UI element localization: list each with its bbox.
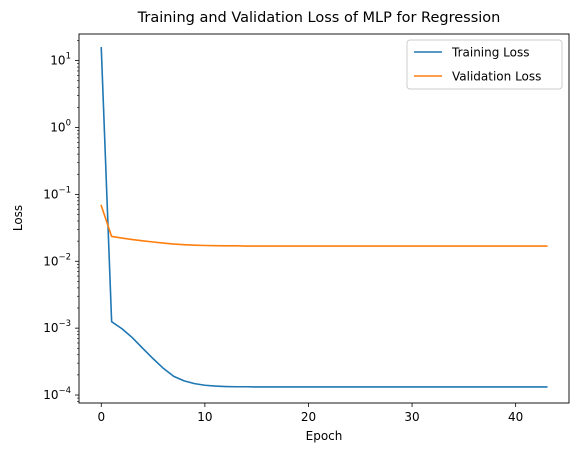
series-layer [100, 47, 548, 388]
y-tick-label: 100 [50, 118, 71, 134]
x-tick-label: 0 [97, 410, 105, 424]
legend-label-training: Training Loss [451, 46, 529, 60]
legend-label-validation: Validation Loss [452, 70, 541, 84]
legend: Training Loss Validation Loss [406, 39, 563, 90]
y-tick-label: 10−1 [43, 185, 71, 201]
x-tick-label: 10 [197, 410, 212, 424]
plot-frame [78, 33, 570, 404]
series-line-training [100, 47, 548, 388]
x-tick-label: 40 [508, 410, 523, 424]
x-tick-label: 20 [301, 410, 316, 424]
x-tick-label: 30 [404, 410, 419, 424]
legend-box [406, 39, 563, 90]
series-line-validation [100, 204, 548, 247]
y-tick-label: 10−2 [43, 252, 71, 268]
x-axis: 0 10 20 30 40 [97, 403, 523, 424]
y-tick-label: 10−4 [43, 386, 71, 402]
y-tick-label: 101 [50, 52, 71, 68]
chart-title: Training and Validation Loss of MLP for … [137, 10, 501, 26]
x-axis-title: Epoch [306, 429, 343, 443]
y-axis: 10−4 10−3 10−2 10−1 100 101 [43, 40, 79, 402]
y-tick-label: 10−3 [43, 319, 71, 335]
y-axis-title: Loss [11, 205, 25, 231]
